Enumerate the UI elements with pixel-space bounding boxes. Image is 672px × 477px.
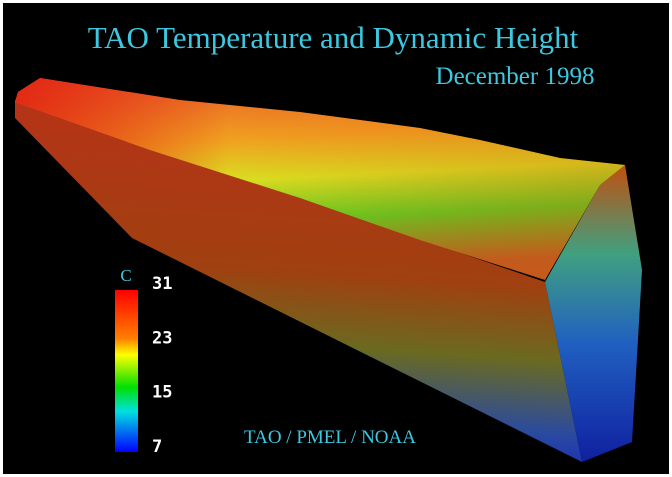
colorbar-tick-label: 31 bbox=[152, 274, 172, 294]
colorbar bbox=[115, 290, 138, 452]
subtitle: December 1998 bbox=[436, 63, 595, 90]
visualization: TAO Temperature and Dynamic Height Decem… bbox=[0, 0, 672, 477]
colorbar-tick-label: 15 bbox=[152, 383, 172, 403]
colorbar-tick-label: 7 bbox=[152, 437, 162, 457]
colorbar-tick-label: 23 bbox=[152, 328, 172, 348]
colorbar-unit: C bbox=[120, 266, 131, 285]
title: TAO Temperature and Dynamic Height bbox=[88, 20, 579, 55]
credit: TAO / PMEL / NOAA bbox=[244, 427, 416, 448]
